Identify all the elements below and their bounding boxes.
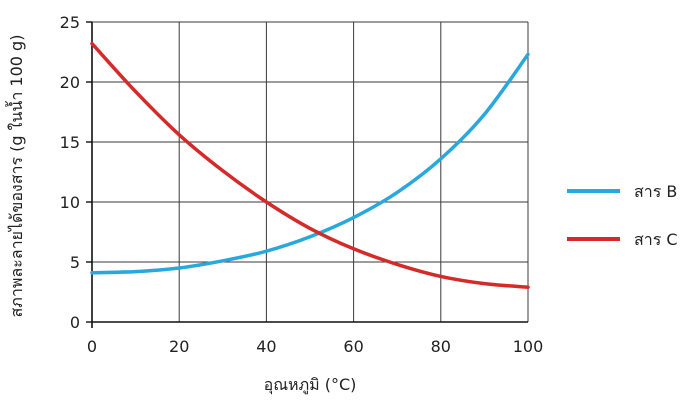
x-tick-label: 80 [431, 337, 451, 356]
x-tick-label: 0 [87, 337, 97, 356]
y-tick-label: 5 [70, 253, 80, 272]
y-tick-label: 15 [60, 133, 80, 152]
legend: สาร B สาร C [567, 182, 678, 249]
x-tick-label: 100 [513, 337, 544, 356]
legend-label: สาร C [634, 230, 678, 249]
grid [91, 21, 529, 323]
axes [86, 21, 528, 328]
series-lines [90, 41, 530, 289]
x-tick-label: 60 [343, 337, 363, 356]
series-line-b [90, 52, 530, 275]
y-tick-label: 20 [60, 73, 80, 92]
legend-label: สาร B [634, 182, 677, 201]
x-tick-label: 20 [169, 337, 189, 356]
y-tick-label: 10 [60, 193, 80, 212]
x-tick-labels: 0 20 40 60 80 100 [87, 337, 543, 356]
y-tick-labels: 0 5 10 15 20 25 [60, 13, 80, 332]
y-tick-label: 25 [60, 13, 80, 32]
y-tick-label: 0 [70, 313, 80, 332]
x-axis-title: อุณหภูมิ (°C) [264, 375, 357, 395]
x-tick-label: 40 [256, 337, 276, 356]
y-axis-title: สภาพละลายได้ของสาร (g ในน้ำ 100 g) [5, 35, 26, 318]
series-line-c [90, 41, 530, 289]
